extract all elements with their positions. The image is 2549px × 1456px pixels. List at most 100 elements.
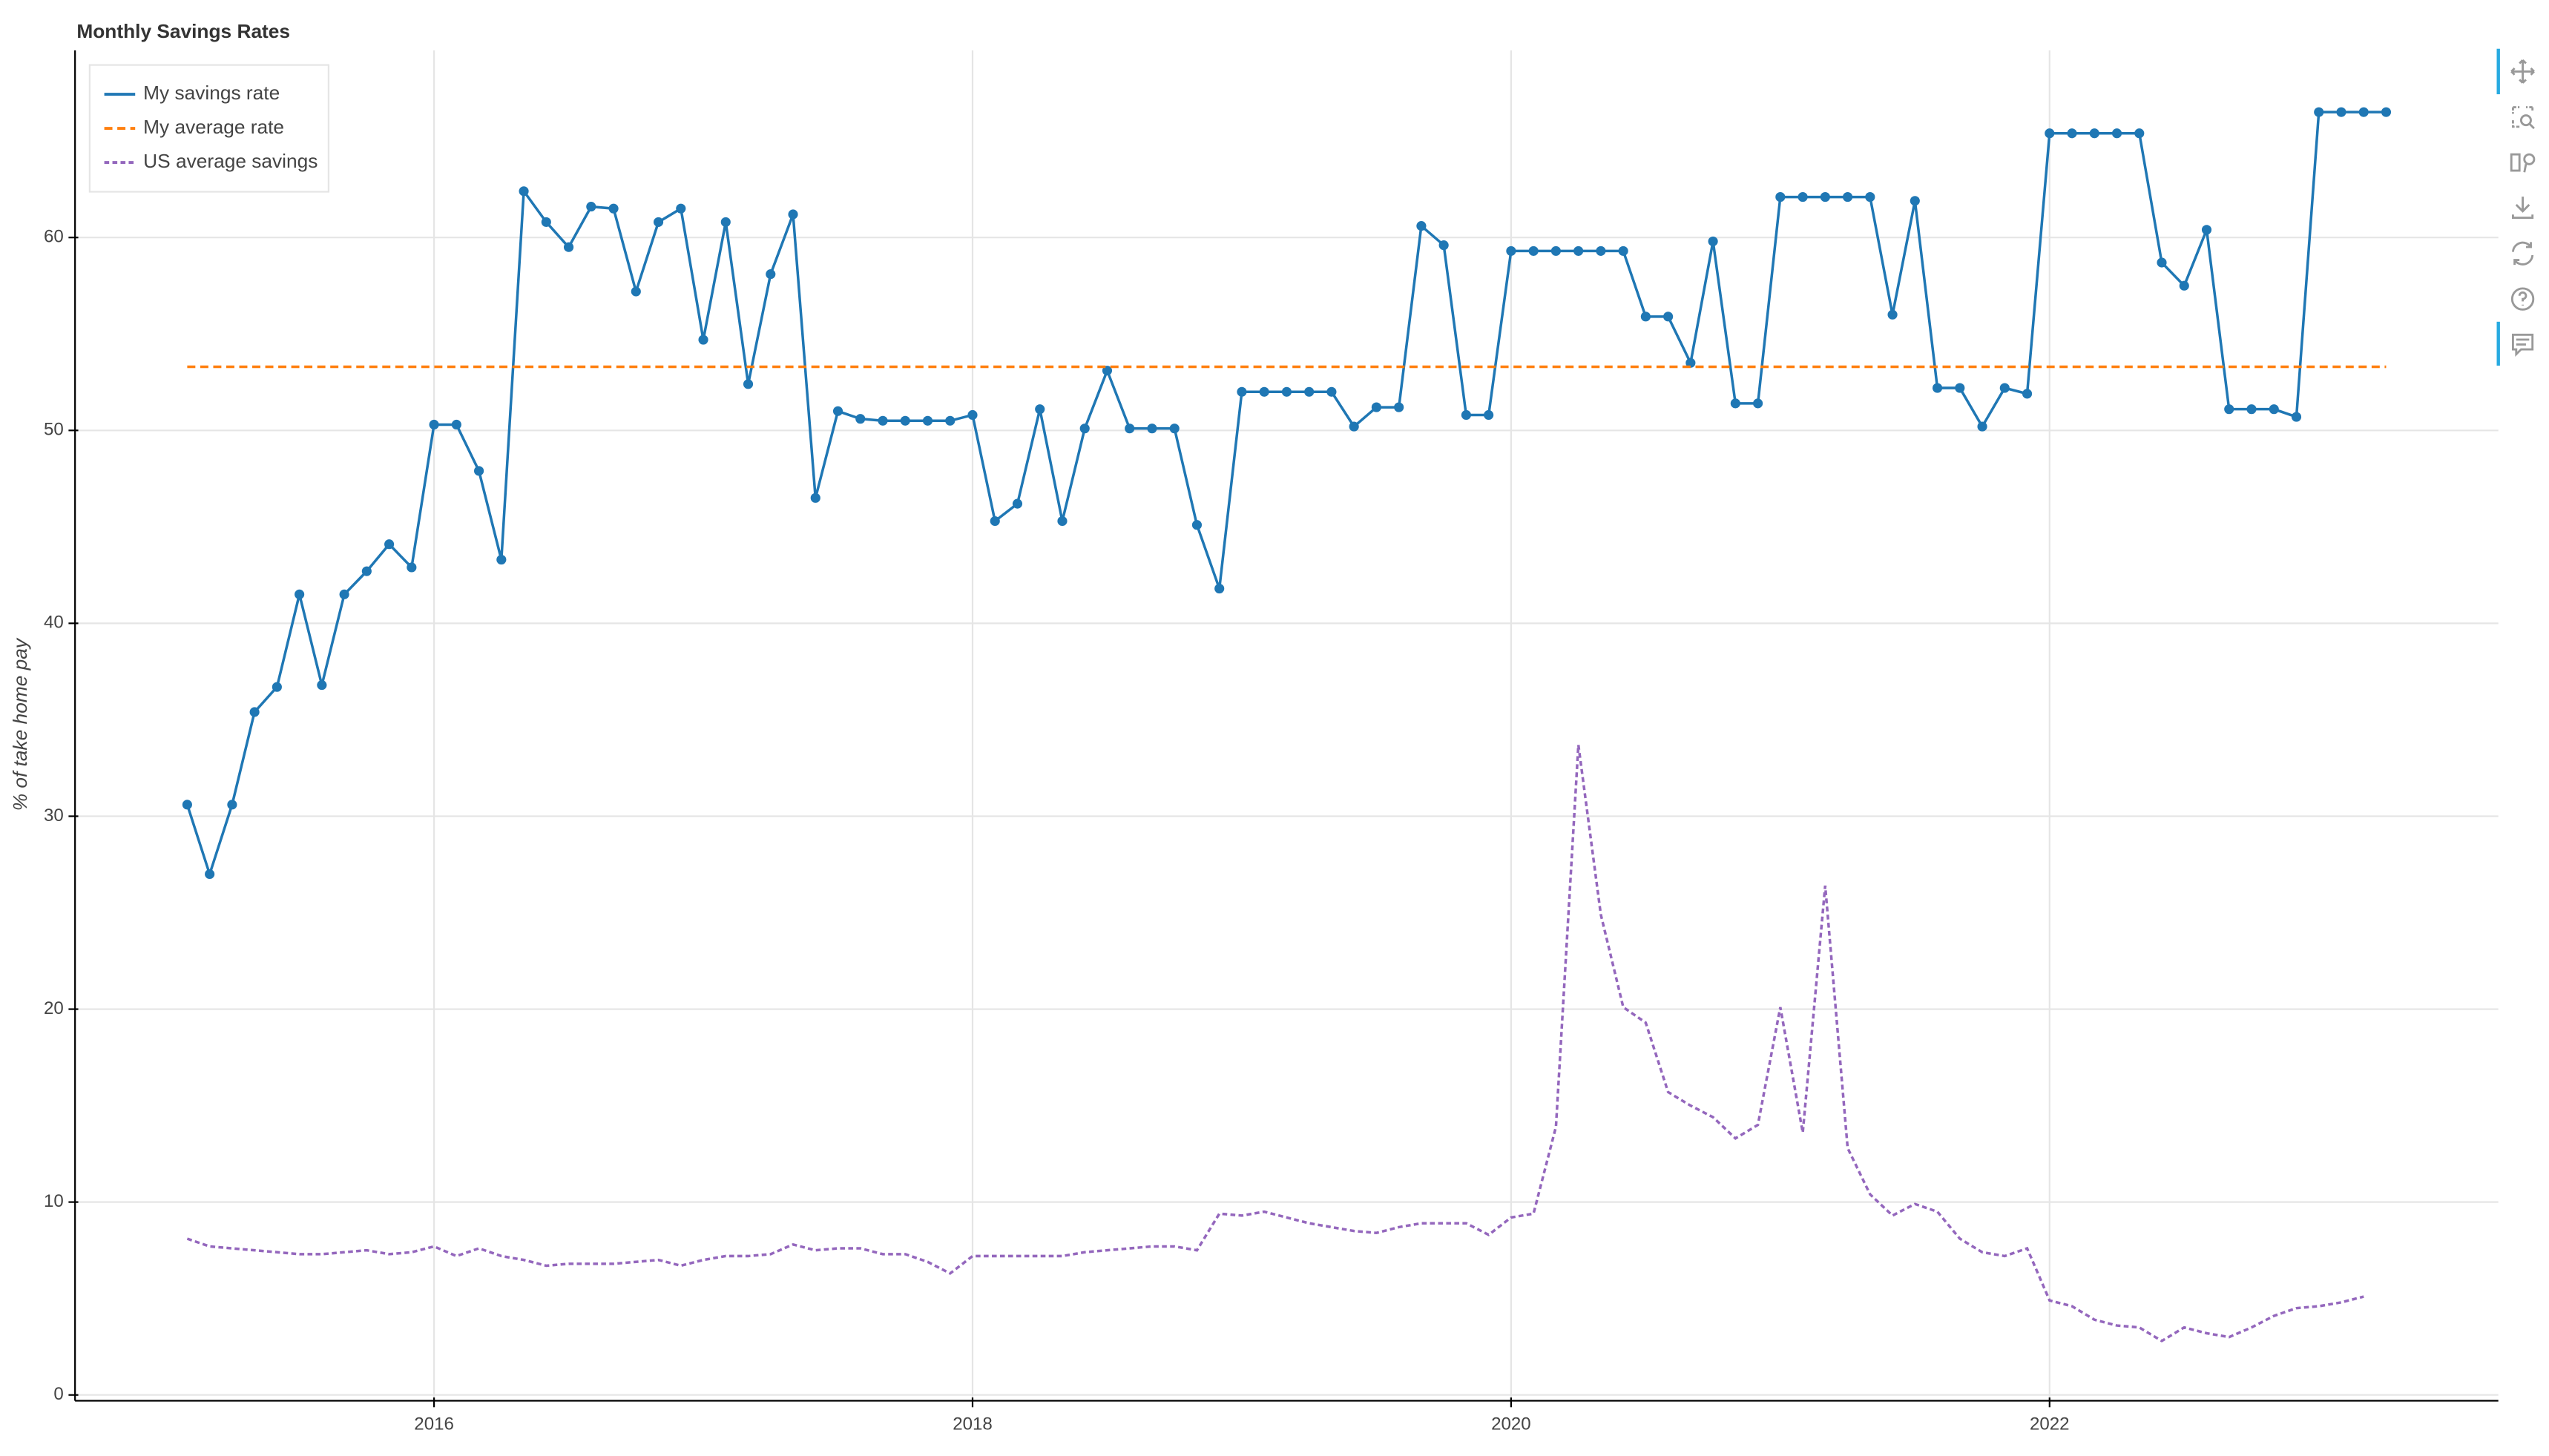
data-point	[878, 415, 888, 426]
data-point	[1865, 192, 1875, 202]
data-point	[317, 680, 327, 691]
legend: My savings rate My average rate US average…	[88, 64, 330, 193]
data-point	[2067, 128, 2077, 139]
data-point	[1618, 246, 1628, 256]
data-point	[1708, 236, 1718, 246]
data-point	[2381, 107, 2392, 117]
data-point	[1281, 386, 1292, 397]
data-point	[2336, 107, 2346, 117]
data-point	[1012, 498, 1023, 509]
data-point	[1259, 386, 1269, 397]
data-point	[2022, 389, 2033, 399]
data-point	[339, 589, 349, 599]
data-point	[720, 217, 731, 227]
data-point	[631, 286, 641, 297]
data-point	[1798, 192, 1808, 202]
legend-box	[88, 64, 330, 193]
data-point	[1035, 404, 1045, 415]
data-point	[563, 242, 574, 252]
x-tick-label: 2022	[2030, 1414, 2070, 1434]
data-point	[2246, 404, 2257, 415]
data-point	[451, 419, 461, 430]
data-point	[832, 406, 843, 416]
data-point	[2314, 107, 2324, 117]
x-tick-label: 2016	[414, 1414, 454, 1434]
plot-area	[182, 107, 2392, 1343]
data-point	[2134, 128, 2145, 139]
chart-title: Monthly Savings Rates	[76, 20, 290, 42]
box-zoom-tool[interactable]	[2512, 106, 2535, 130]
data-point	[474, 466, 484, 476]
data-point	[361, 566, 372, 576]
data-point	[1326, 386, 1337, 397]
data-point	[586, 202, 596, 212]
data-point	[1394, 402, 1404, 412]
data-point	[519, 186, 529, 197]
data-point	[743, 379, 754, 389]
data-point	[249, 707, 260, 717]
data-point	[990, 515, 1000, 527]
data-point	[1191, 520, 1203, 530]
data-point	[1416, 221, 1427, 231]
legend-label: My savings rate	[143, 82, 280, 104]
data-point	[1237, 386, 1247, 397]
series-line	[185, 111, 2387, 879]
data-point	[2089, 128, 2099, 139]
data-point	[945, 415, 956, 426]
data-point	[2111, 128, 2122, 139]
data-point	[1550, 246, 1561, 256]
hover-tool[interactable]	[2512, 333, 2534, 358]
data-point	[2045, 128, 2055, 139]
data-point	[1977, 421, 1987, 432]
data-point	[1057, 515, 1068, 527]
data-point	[429, 419, 439, 430]
data-point	[698, 335, 708, 345]
y-tick-label: 20	[44, 998, 64, 1018]
grid	[75, 50, 2499, 1401]
data-point	[1775, 192, 1786, 202]
data-point	[967, 409, 978, 421]
toolbar	[2496, 48, 2536, 366]
data-point	[608, 203, 619, 214]
data-point	[1843, 192, 1853, 202]
series-line	[186, 744, 2364, 1343]
data-point	[227, 800, 237, 810]
data-point	[1102, 366, 1113, 376]
lasso-tool[interactable]	[2510, 153, 2536, 173]
data-point	[2269, 404, 2279, 415]
data-point	[1955, 383, 1965, 393]
legend-label: US average savings	[143, 150, 318, 172]
data-point	[295, 589, 305, 599]
data-point	[1169, 424, 1180, 434]
data-point	[1910, 196, 1920, 206]
data-point	[407, 562, 417, 573]
reset-tool[interactable]	[2512, 241, 2534, 266]
data-point	[1730, 398, 1740, 409]
data-point	[1125, 424, 1135, 434]
pan-tool[interactable]	[2510, 59, 2535, 84]
y-tick-label: 30	[44, 806, 64, 826]
data-point	[766, 269, 776, 280]
data-point	[384, 539, 395, 550]
y-axis-label: % of take home pay	[9, 637, 31, 811]
data-point	[1820, 192, 1830, 202]
help-tool[interactable]	[2510, 287, 2535, 311]
y-tick-label: 60	[44, 227, 64, 247]
data-point	[1663, 312, 1674, 322]
save-tool[interactable]	[2512, 197, 2534, 219]
data-point	[1304, 386, 1315, 397]
data-point	[1506, 246, 1516, 256]
data-point	[1753, 398, 1763, 409]
data-point	[272, 682, 282, 692]
data-point	[2224, 404, 2234, 415]
data-point	[496, 554, 507, 565]
data-point	[182, 800, 192, 810]
data-point	[1214, 583, 1225, 594]
x-tick-label: 2020	[1491, 1414, 1531, 1434]
data-point	[2201, 225, 2212, 235]
data-point	[2358, 107, 2369, 117]
data-point	[1438, 240, 1449, 251]
y-tick-label: 0	[53, 1384, 63, 1404]
